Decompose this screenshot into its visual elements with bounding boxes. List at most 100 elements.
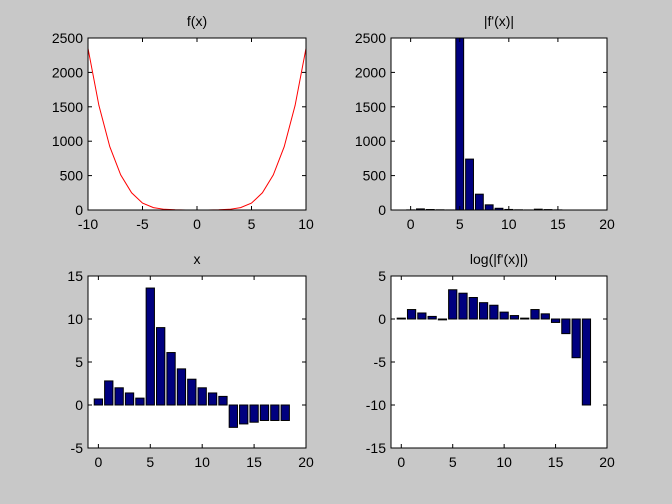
x-tick-label: 10 [496, 454, 512, 470]
bar [427, 315, 437, 320]
y-tick-label: 2500 [52, 30, 83, 46]
subplot-abs-df: 0 5 10 15 20 0 500 1000 1500 2000 2500 |f'(x)| [355, 13, 615, 232]
x-tick-label: 20 [599, 454, 615, 470]
bar [249, 404, 259, 423]
chart-title: f(x) [187, 13, 207, 29]
bar [93, 398, 104, 406]
bar [396, 317, 406, 320]
bar [458, 292, 468, 320]
bar [509, 315, 520, 320]
bar [166, 352, 176, 406]
y-tick-label: -5 [374, 354, 387, 370]
y-tick-label: 2000 [355, 64, 386, 80]
y-tick-label: 1000 [355, 133, 386, 149]
chart-title: |f'(x)| [484, 13, 514, 29]
y-tick-label: 0 [378, 311, 386, 327]
y-tick-label: 2000 [52, 64, 83, 80]
bar [448, 289, 458, 320]
bar [270, 404, 280, 421]
x-tick-label: -10 [78, 216, 98, 232]
y-tick-label: 15 [67, 268, 83, 284]
bar [465, 158, 474, 210]
bar [499, 311, 509, 320]
bar [187, 378, 197, 406]
y-tick-label: 1000 [52, 133, 83, 149]
bar [197, 387, 207, 406]
bar [114, 387, 124, 406]
x-tick-label: 0 [94, 454, 102, 470]
bar [145, 287, 155, 406]
axes-background [391, 38, 607, 210]
y-tick-label: 2500 [355, 30, 386, 46]
bar [530, 309, 540, 320]
data-marks [396, 289, 592, 406]
x-tick-label: 15 [548, 454, 564, 470]
y-tick-label: 5 [75, 354, 83, 370]
bar [218, 395, 228, 406]
y-tick-label: 0 [75, 397, 83, 413]
bar [228, 404, 238, 428]
bar [468, 297, 478, 320]
x-tick-label: 5 [449, 454, 457, 470]
axes-frame [390, 37, 608, 211]
bar [581, 318, 592, 406]
bar [176, 368, 187, 406]
bar [406, 309, 417, 320]
series-line [88, 48, 306, 210]
y-tick-label: 1500 [52, 99, 83, 115]
axes-background [88, 38, 306, 210]
bar [550, 318, 561, 323]
bar [561, 318, 571, 335]
chart-title: log(|f'(x)|) [470, 251, 528, 267]
x-tick-label: 0 [397, 454, 405, 470]
x-tick-label: 20 [599, 216, 615, 232]
bar [455, 38, 465, 210]
subplot-x: 0 5 10 15 20 -5 0 5 10 15 x [67, 251, 314, 470]
y-tick-label: 10 [67, 311, 83, 327]
x-tick-label: 5 [248, 216, 256, 232]
x-tick-label: 10 [298, 216, 314, 232]
bar [571, 318, 581, 359]
subplot-fx: -10 -5 0 5 10 0 500 1000 1500 2000 2500 f(x) [52, 13, 314, 232]
bar [280, 404, 290, 421]
axes-background [88, 276, 306, 448]
x-tick-label: 15 [550, 216, 566, 232]
subplot-log-abs-df: 0 5 10 15 20 -15 -10 -5 0 5 log(|f'(x)|) [366, 251, 615, 470]
x-tick-label: 10 [501, 216, 517, 232]
bar [156, 327, 166, 406]
y-tick-label: 500 [363, 168, 387, 184]
data-marks [93, 287, 290, 428]
bar [104, 380, 114, 406]
data-marks [88, 48, 306, 210]
x-tick-label: 15 [246, 454, 262, 470]
y-tick-label: 0 [378, 202, 386, 218]
y-tick-label: 500 [60, 168, 84, 184]
axes-background [391, 276, 607, 448]
bar [437, 318, 448, 321]
bar [259, 404, 270, 421]
x-tick-label: 10 [194, 454, 210, 470]
x-tick-label: 0 [193, 216, 201, 232]
bar [484, 204, 494, 210]
y-tick-label: 5 [378, 268, 386, 284]
y-tick-label: 1500 [355, 99, 386, 115]
bar [124, 392, 135, 406]
bar [520, 317, 530, 320]
bar [135, 397, 145, 406]
y-tick-label: -10 [366, 397, 386, 413]
y-tick-label: -5 [71, 440, 84, 456]
y-tick-label: 0 [75, 202, 83, 218]
x-tick-label: -5 [136, 216, 149, 232]
bar [478, 302, 489, 320]
x-tick-label: 5 [146, 454, 154, 470]
x-tick-label: 5 [456, 216, 464, 232]
bar [474, 193, 484, 210]
x-tick-label: 0 [407, 216, 415, 232]
bar [417, 312, 427, 320]
bar [416, 208, 425, 210]
chart-title: x [194, 251, 201, 267]
bar [207, 392, 218, 406]
bar [239, 404, 249, 425]
y-tick-label: -15 [366, 440, 386, 456]
